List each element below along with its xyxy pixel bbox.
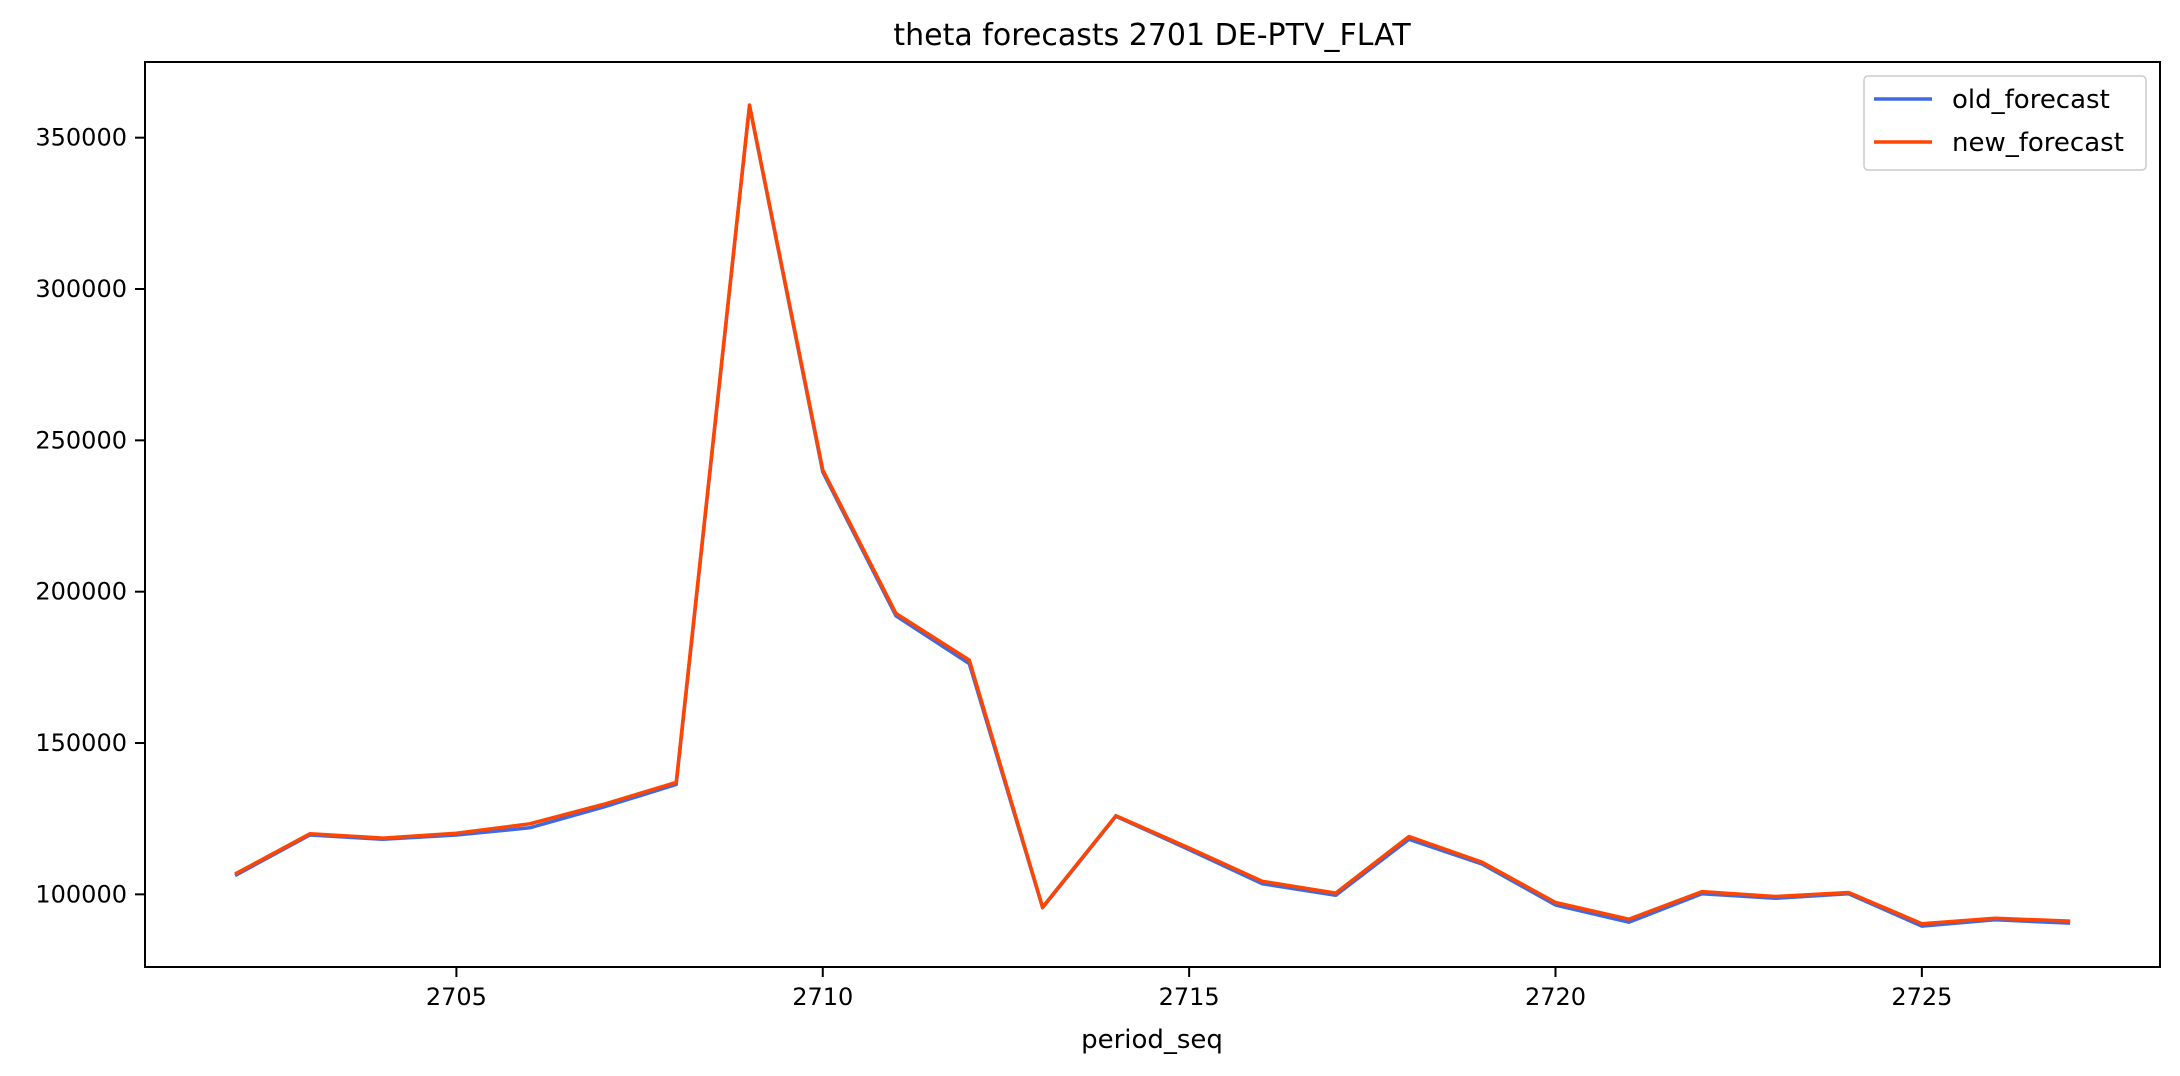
series-line-new_forecast [234,103,2071,926]
x-axis-ticks: 2705 2710 2715 2720 2725 [426,967,1952,1011]
y-tick-label: 250000 [35,426,127,454]
y-tick-label: 100000 [35,880,127,908]
plot-area-frame [144,61,2161,968]
y-axis-ticks: 100000 150000 200000 250000 300000 350000 [35,124,145,908]
y-tick-label: 350000 [35,124,127,152]
y-tick-label: 200000 [35,578,127,606]
legend-box [1863,75,2147,171]
y-tick-label: 300000 [35,275,127,303]
legend-label-old_forecast: old_forecast [1952,85,2110,115]
y-tick-label: 150000 [35,729,127,757]
chart-title: theta forecasts 2701 DE-PTV_FLAT [893,18,1411,53]
x-tick-label: 2710 [792,983,853,1011]
x-tick-label: 2725 [1891,983,1952,1011]
legend: old_forecast new_forecast [1863,75,2147,171]
legend-label-new_forecast: new_forecast [1952,128,2124,158]
x-tick-label: 2705 [426,983,487,1011]
series-line-old_forecast [234,104,2071,928]
series-lines [234,103,2071,928]
x-axis-label: period_seq [1081,1025,1223,1055]
x-tick-label: 2715 [1159,983,1220,1011]
x-tick-label: 2720 [1525,983,1586,1011]
